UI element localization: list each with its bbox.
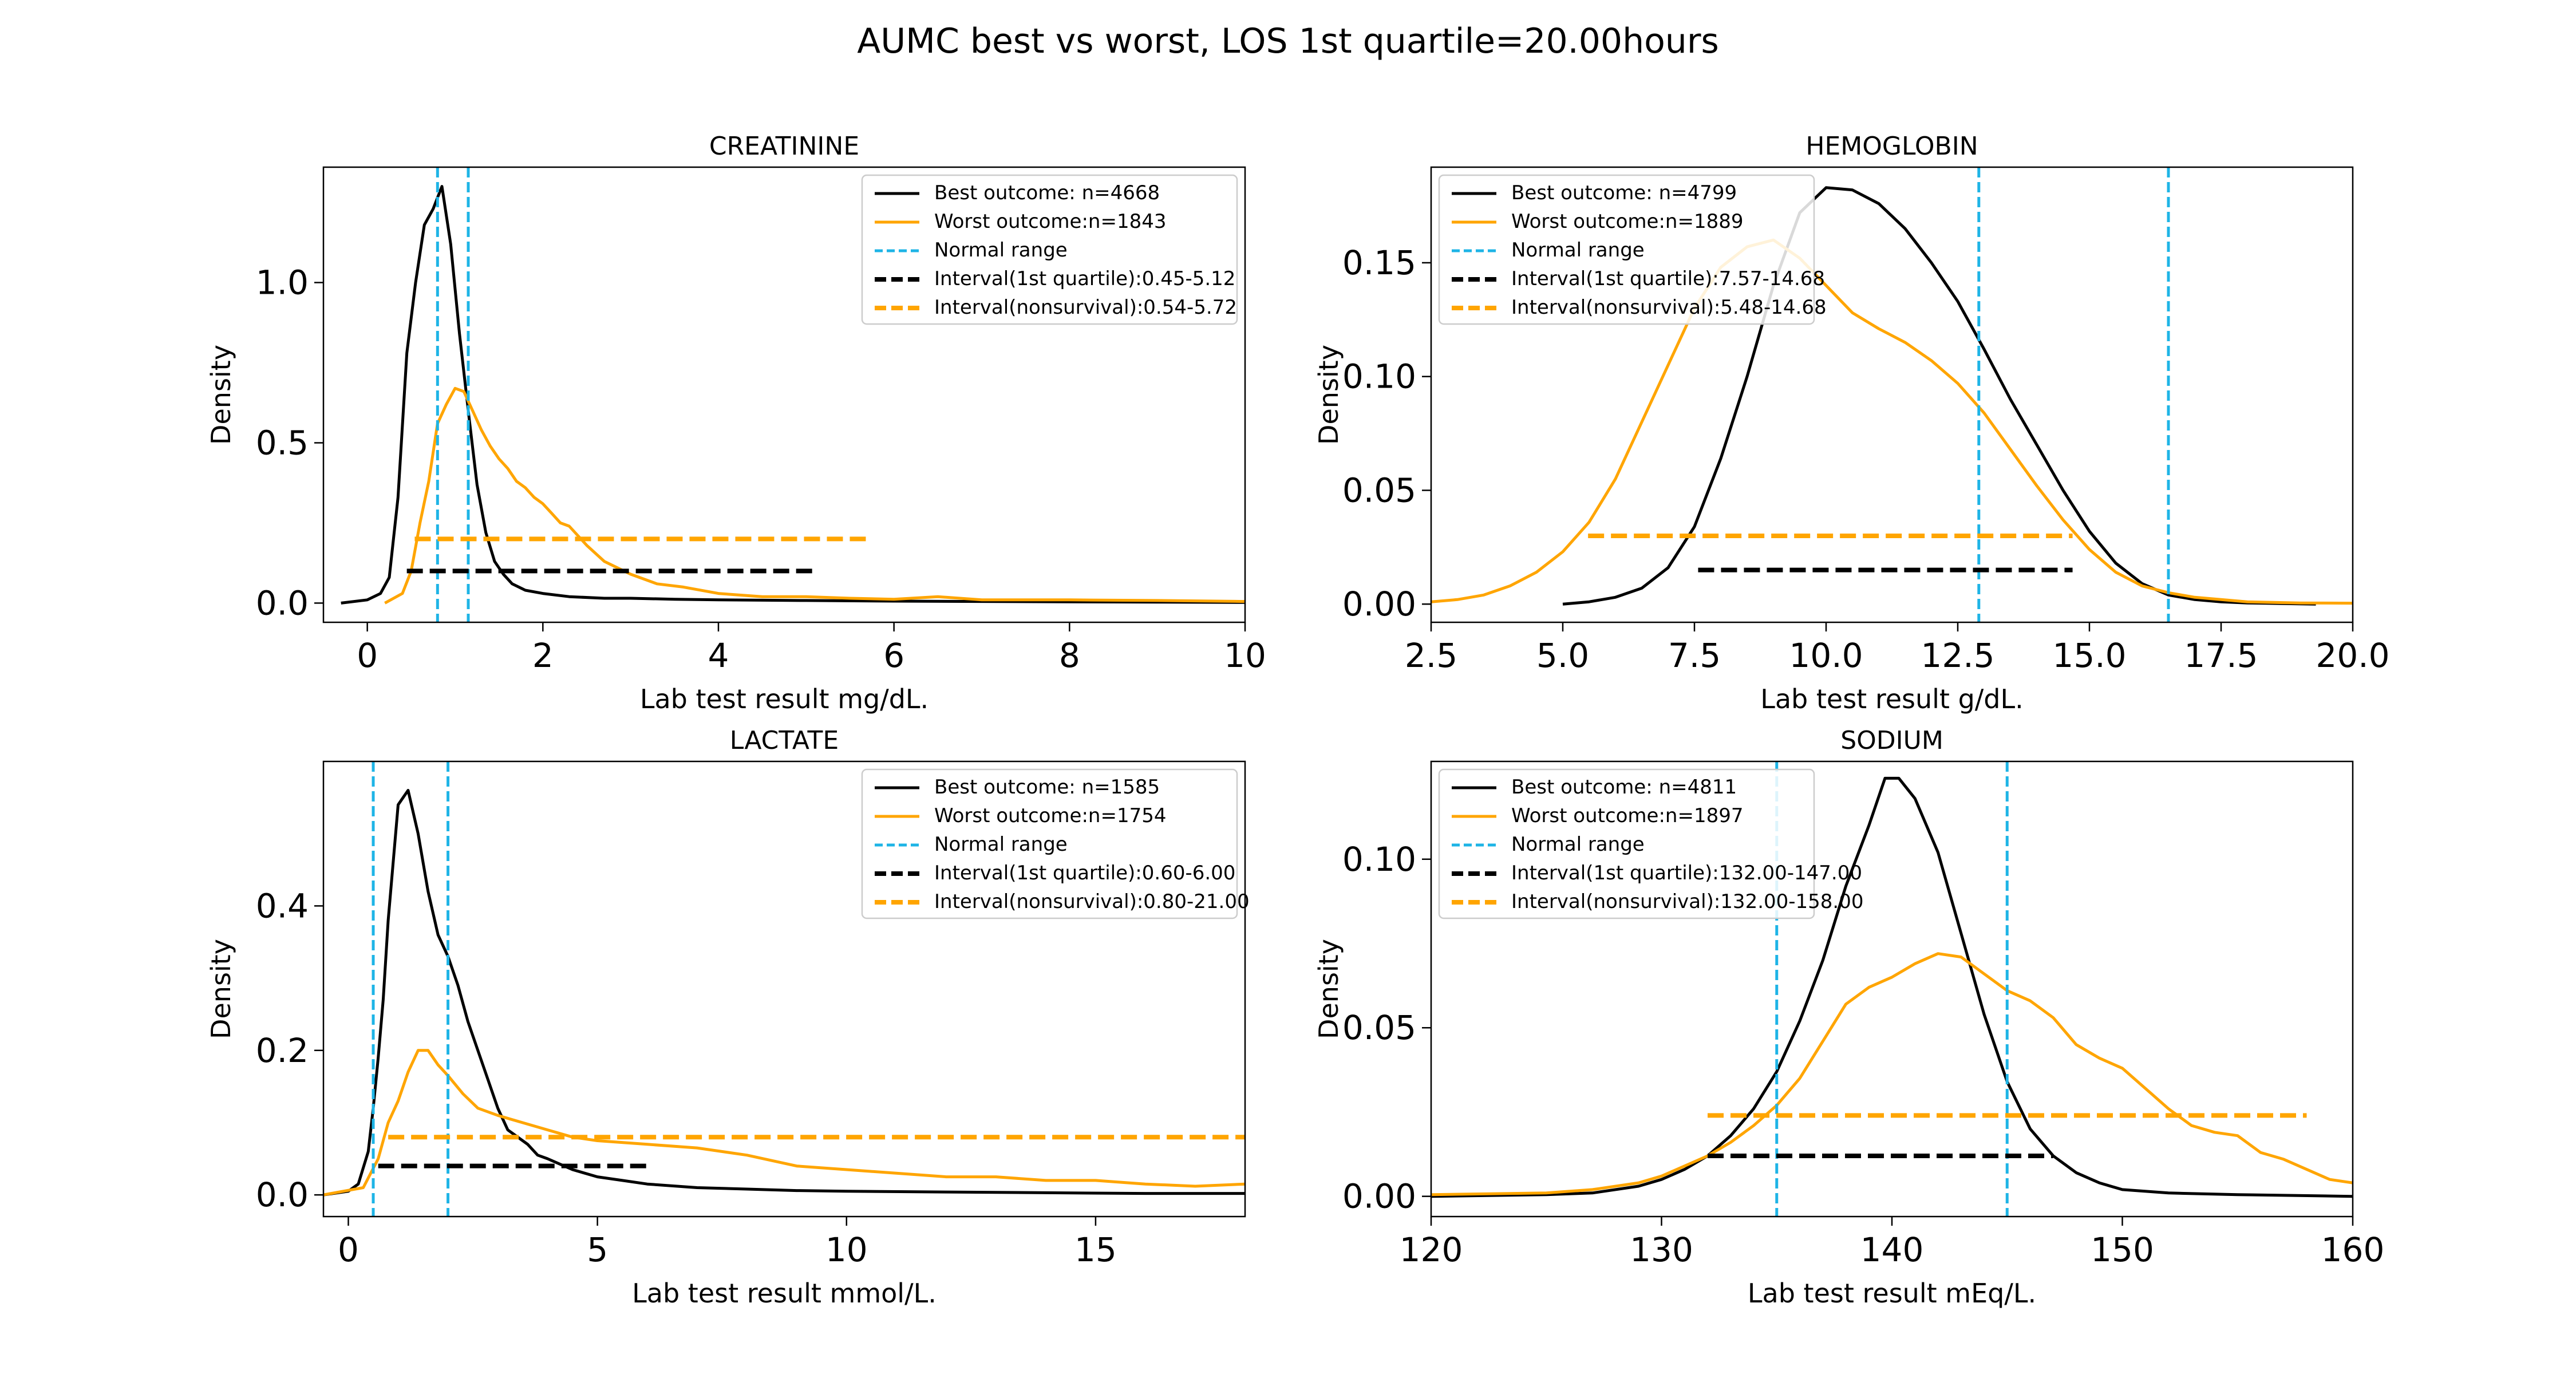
- y-tick-label: 0.10: [1342, 840, 1416, 879]
- subplot-hemoglobin: 2.5 5.0 7.5 10.0 12.5 15.0 17.5 20.0 0.00 0.05 0.1…: [1313, 132, 2390, 714]
- x-tick-label: 10: [1224, 636, 1266, 675]
- axes-frame: [1430, 166, 2354, 623]
- legend-entry: Worst outcome:n=1754: [934, 804, 1167, 827]
- legend-entry: Interval(nonsurvival):0.54-5.72: [934, 296, 1237, 319]
- y-tick-label: 0.0: [256, 583, 309, 622]
- x-tick-label: 140: [1860, 1230, 1924, 1269]
- y-tick-label: 0.15: [1342, 243, 1416, 282]
- y-tick-label: 0.05: [1342, 471, 1416, 510]
- x-tick-label: 120: [1400, 1230, 1463, 1269]
- legend-entry: Best outcome: n=4811: [1511, 776, 1737, 799]
- subplot-sodium: 120 130 140 150 160 0.00 0.05 0.10 SODIUM Lab tes…: [1313, 726, 2384, 1309]
- legend-box: [1438, 174, 1815, 325]
- x-tick-label: 20.0: [2316, 636, 2389, 675]
- legend-entry: Normal range: [1511, 239, 1645, 262]
- series-line-worst: [384, 386, 1245, 605]
- plot-area: [323, 761, 1245, 1217]
- legend-entry: Worst outcome:n=1889: [1511, 210, 1744, 233]
- subplot-creatinine: 0 2 4 6 8 10 0.0 0.5 1.0 CREATININE Lab test resul…: [206, 132, 1266, 714]
- x-tick-label: 15.0: [2052, 636, 2126, 675]
- x-tick-label: 0: [357, 636, 378, 675]
- legend-box: [861, 174, 1238, 325]
- x-tick-label: 6: [883, 636, 904, 675]
- y-axis-label: Density: [1313, 939, 1344, 1039]
- y-tick-label: 0.4: [256, 886, 309, 925]
- y-tick-label: 1.0: [256, 263, 309, 302]
- x-tick-label: 12.5: [1921, 636, 1994, 675]
- plot-area: [1431, 761, 2353, 1217]
- x-tick-label: 5.0: [1536, 636, 1589, 675]
- legend-entry: Interval(nonsurvival):0.80-21.00: [934, 890, 1250, 913]
- legend-entry: Interval(1st quartile):0.45-5.12: [934, 267, 1235, 290]
- figure-suptitle: AUMC best vs worst, LOS 1st quartile=20.…: [857, 21, 1719, 61]
- x-tick-label: 7.5: [1668, 636, 1721, 675]
- x-tick-label: 15: [1074, 1230, 1117, 1269]
- legend-entry: Interval(1st quartile):132.00-147.00: [1511, 862, 1862, 885]
- legend: Best outcome: n=4668 Worst outcome:n=1843…: [861, 174, 1238, 325]
- y-tick-label: 0.00: [1342, 585, 1416, 623]
- x-tick-label: 0: [338, 1230, 359, 1269]
- subplot-lactate: 0 5 10 15 0.0 0.2 0.4 LACTATE Lab test result mm…: [206, 726, 1250, 1309]
- legend-entry: Interval(1st quartile):7.57-14.68: [1511, 267, 1825, 290]
- legend-entry: Normal range: [934, 833, 1068, 856]
- x-tick-label: 4: [708, 636, 729, 675]
- axes-frame: [322, 760, 1246, 1218]
- legend-entry: Worst outcome:n=1843: [934, 210, 1167, 233]
- series-line-best: [1431, 776, 2353, 1198]
- x-tick-label: 2.5: [1405, 636, 1457, 675]
- legend-box: [1438, 768, 1815, 919]
- legend-entry: Normal range: [1511, 833, 1645, 856]
- x-tick-label: 150: [2091, 1230, 2154, 1269]
- x-tick-label: 10: [825, 1230, 868, 1269]
- legend: Best outcome: n=4799 Worst outcome:n=1889…: [1438, 174, 1827, 325]
- legend: Best outcome: n=1585 Worst outcome:n=1754…: [861, 768, 1250, 919]
- legend-entry: Best outcome: n=4799: [1511, 181, 1737, 204]
- y-tick-label: 0.2: [256, 1031, 309, 1070]
- x-tick-label: 160: [2321, 1230, 2385, 1269]
- legend-entry: Interval(nonsurvival):132.00-158.00: [1511, 890, 1864, 913]
- x-axis-label: Lab test result mmol/L.: [632, 1278, 937, 1309]
- series-line-worst: [1431, 238, 2353, 605]
- series-line-best: [341, 185, 1245, 605]
- subplot-grid: 0 2 4 6 8 10 0.0 0.5 1.0 CREATININE Lab test resul…: [206, 132, 2390, 1309]
- y-tick-label: 0.10: [1342, 357, 1416, 396]
- legend-entry: Best outcome: n=4668: [934, 181, 1160, 204]
- legend-entry: Interval(1st quartile):0.60-6.00: [934, 862, 1235, 885]
- legend-entry: Best outcome: n=1585: [934, 776, 1160, 799]
- series-line-worst: [1431, 952, 2353, 1197]
- legend-entry: Normal range: [934, 239, 1068, 262]
- y-tick-label: 0.5: [256, 423, 309, 462]
- series-line-worst: [323, 1049, 1245, 1197]
- x-tick-label: 2: [532, 636, 554, 675]
- x-tick-label: 10.0: [1789, 636, 1863, 675]
- y-tick-label: 0.0: [256, 1175, 309, 1214]
- legend-box: [861, 768, 1238, 919]
- y-tick-label: 0.00: [1342, 1177, 1416, 1216]
- plot-area: [341, 167, 1245, 622]
- x-tick-label: 8: [1059, 636, 1080, 675]
- x-axis-label: Lab test result mg/dL.: [640, 684, 929, 714]
- plot-area: [1431, 167, 2353, 622]
- y-axis-label: Density: [206, 345, 236, 445]
- axes-frame: [322, 166, 1246, 623]
- y-axis-label: Density: [206, 939, 236, 1039]
- y-tick-label: 0.05: [1342, 1008, 1416, 1047]
- legend-entry: Worst outcome:n=1897: [1511, 804, 1744, 827]
- subplot-title: LACTATE: [730, 726, 839, 755]
- subplot-title: SODIUM: [1840, 726, 1943, 755]
- x-tick-label: 130: [1630, 1230, 1693, 1269]
- x-axis-label: Lab test result g/dL.: [1760, 684, 2024, 714]
- series-line-best: [323, 789, 1245, 1197]
- y-axis-label: Density: [1313, 345, 1344, 445]
- legend: Best outcome: n=4811 Worst outcome:n=1897…: [1438, 768, 1864, 919]
- subplot-title: CREATININE: [709, 132, 859, 161]
- legend-entry: Interval(nonsurvival):5.48-14.68: [1511, 296, 1827, 319]
- x-tick-label: 17.5: [2184, 636, 2258, 675]
- x-tick-label: 5: [587, 1230, 608, 1269]
- subplot-title: HEMOGLOBIN: [1805, 132, 1978, 161]
- x-axis-label: Lab test result mEq/L.: [1748, 1278, 2036, 1309]
